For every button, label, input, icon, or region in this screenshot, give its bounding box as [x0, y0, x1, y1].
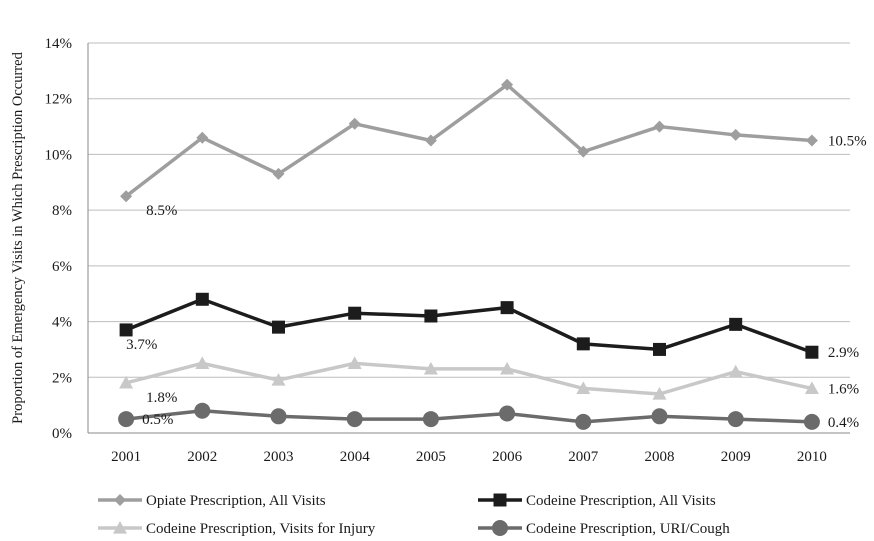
square-marker	[500, 301, 514, 315]
triangle-marker	[195, 356, 210, 369]
data-label: 0.4%	[828, 415, 859, 431]
x-tick-label: 2001	[111, 449, 141, 465]
legend-item: Codeine Prescription, All Visits	[478, 493, 716, 509]
diamond-marker	[577, 145, 590, 158]
circle-marker	[346, 411, 363, 428]
data-label: 1.8%	[146, 390, 177, 406]
square-marker	[272, 320, 285, 334]
square-marker	[493, 493, 507, 507]
y-tick-label: 8%	[52, 203, 72, 219]
series-layer	[118, 78, 820, 430]
legend-label: Codeine Prescription, All Visits	[526, 493, 716, 509]
diamond-marker	[424, 134, 437, 147]
series-line	[125, 83, 813, 198]
triangle-marker	[271, 373, 286, 386]
data-label: 10.5%	[828, 134, 867, 150]
square-marker	[576, 337, 590, 351]
square-marker	[119, 323, 133, 337]
diamond-marker	[653, 120, 666, 133]
series-line	[125, 297, 813, 354]
x-tick-label: 2008	[645, 449, 675, 465]
y-axis-label: Proportion of Emergency Visits in Which …	[10, 51, 26, 423]
triangle-marker	[500, 361, 515, 375]
circle-marker	[118, 411, 135, 428]
square-marker	[348, 306, 362, 320]
diamond-marker	[729, 128, 742, 141]
legend-item: Opiate Prescription, All Visits	[98, 493, 326, 509]
circle-marker	[803, 413, 820, 430]
triangle-marker	[652, 387, 667, 400]
circle-marker	[651, 408, 668, 425]
y-tick-label: 6%	[52, 259, 72, 275]
legend-item: Codeine Prescription, Visits for Injury	[98, 521, 376, 537]
diamond-marker	[196, 131, 209, 144]
data-label: 8.5%	[146, 203, 177, 219]
x-tick-label: 2006	[492, 449, 523, 465]
square-marker	[653, 342, 666, 356]
diamond-marker	[272, 167, 285, 180]
diamond-marker	[501, 78, 514, 91]
series-line	[125, 361, 813, 396]
x-tick-label: 2005	[416, 449, 446, 465]
x-tick-label: 2002	[187, 449, 217, 465]
y-tick-label: 2%	[52, 370, 72, 386]
series-circle	[118, 402, 820, 430]
series-line	[125, 408, 812, 424]
x-tick-label: 2010	[797, 449, 827, 465]
square-marker	[729, 317, 743, 331]
axes: 0% 2% 4% 6% 8% 10% 12% 14% 2001 2002 2003 2004 2005 2…	[45, 36, 850, 465]
x-tick-label: 2004	[340, 449, 371, 465]
circle-marker	[727, 411, 744, 428]
y-tick-label: 14%	[45, 36, 73, 52]
data-labels: 8.5% 10.5% 3.7% 2.9% 1.8% 1.6% 0.5% 0.4%	[126, 134, 867, 431]
triangle-marker	[113, 521, 127, 534]
triangle-marker	[804, 381, 819, 395]
series-square	[119, 292, 819, 359]
diamond-marker	[805, 134, 818, 147]
circle-marker	[499, 405, 516, 422]
data-label: 1.6%	[828, 381, 859, 397]
legend-label: Codeine Prescription, URI/Cough	[526, 521, 730, 537]
triangle-marker	[576, 381, 591, 395]
gridlines	[88, 42, 850, 434]
triangle-marker	[119, 375, 134, 389]
square-marker	[424, 309, 438, 323]
circle-marker	[575, 413, 592, 430]
triangle-marker	[728, 364, 743, 378]
legend: Opiate Prescription, All Visits Codeine P…	[98, 493, 730, 537]
circle-marker	[194, 402, 211, 419]
data-label: 3.7%	[126, 337, 157, 353]
x-tick-label: 2009	[721, 449, 751, 465]
legend-label: Codeine Prescription, Visits for Injury	[146, 521, 376, 537]
y-tick-label: 4%	[52, 315, 72, 331]
legend-item: Codeine Prescription, URI/Cough	[478, 520, 730, 537]
triangle-marker	[347, 356, 362, 369]
circle-marker	[270, 408, 287, 425]
series-triangle	[119, 356, 819, 400]
y-tick-label: 12%	[45, 92, 73, 108]
x-tick-label: 2003	[264, 449, 294, 465]
triangle-marker	[423, 361, 438, 375]
data-label: 0.5%	[142, 412, 173, 428]
x-tick-label: 2007	[568, 449, 599, 465]
diamond-marker	[348, 117, 361, 130]
square-marker	[805, 345, 819, 359]
data-label: 2.9%	[828, 345, 859, 361]
series-diamond	[120, 78, 818, 203]
square-marker	[195, 292, 209, 306]
diamond-marker	[120, 190, 133, 203]
diamond-marker	[114, 494, 126, 506]
circle-marker	[422, 411, 439, 428]
legend-label: Opiate Prescription, All Visits	[146, 493, 326, 509]
circle-marker	[492, 520, 508, 536]
y-tick-label: 0%	[52, 426, 72, 442]
y-tick-label: 10%	[45, 147, 73, 163]
